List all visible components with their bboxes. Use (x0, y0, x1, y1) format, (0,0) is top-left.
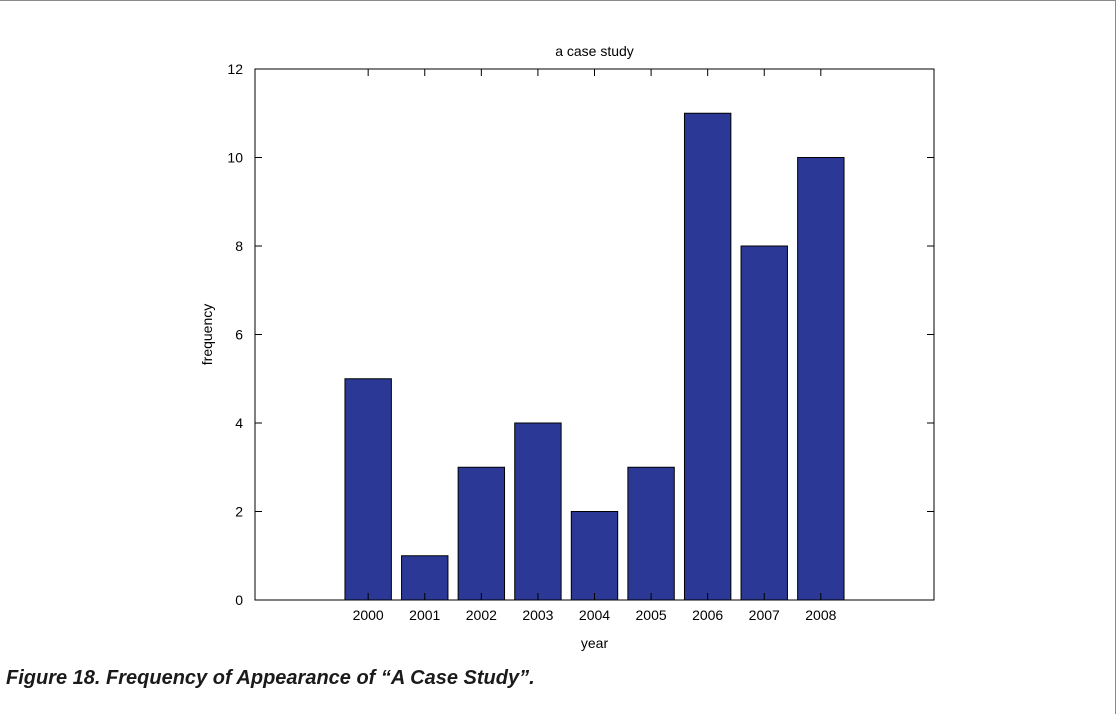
x-tick-label: 2000 (353, 607, 384, 623)
y-tick-label: 6 (235, 327, 243, 343)
x-tick-label: 2005 (636, 607, 667, 623)
plot-area-box (254, 68, 935, 601)
bar-2008 (797, 157, 845, 601)
bar-2002 (457, 466, 506, 601)
ticks-group: 0 2 4 6 8 10 12 2000 2001 2002 2003 2004 2005 2006 200… (227, 61, 934, 623)
x-tick-label: 2002 (466, 607, 497, 623)
x-tick-label: 2006 (692, 607, 723, 623)
y-tick-label: 12 (227, 61, 243, 77)
chart-title: a case study (555, 43, 634, 59)
y-tick-label: 2 (235, 504, 243, 520)
x-tick-label: 2004 (579, 607, 610, 623)
x-tick-label: 2007 (749, 607, 780, 623)
y-axis-label: frequency (199, 304, 215, 365)
bar-2000 (344, 378, 392, 601)
bars-group (344, 112, 845, 601)
bar-2004 (570, 511, 619, 601)
bar-2007 (740, 245, 788, 601)
x-tick-label: 2003 (522, 607, 553, 623)
y-tick-label: 8 (235, 238, 243, 254)
figure-caption: Figure 18. Frequency of Appearance of “A… (6, 667, 535, 689)
x-tick-label: 2008 (805, 607, 836, 623)
y-tick-label: 10 (227, 150, 243, 166)
bar-2006 (683, 112, 732, 601)
x-tick-label: 2001 (409, 607, 440, 623)
y-tick-label: 0 (235, 592, 243, 608)
bar-chart: a case study year frequency 0 2 4 6 8 10 12 200… (199, 43, 935, 651)
x-axis-label: year (581, 635, 609, 651)
bar-2003 (514, 422, 562, 601)
y-tick-label: 4 (235, 415, 243, 431)
bar-2001 (401, 555, 449, 601)
bar-2005 (627, 466, 675, 601)
